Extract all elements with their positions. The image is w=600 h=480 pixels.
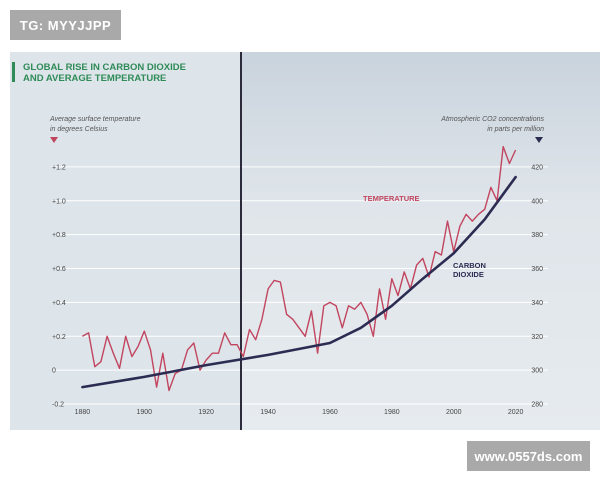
right-tick-label: 360 xyxy=(531,266,543,273)
chart-title: GLOBAL RISE IN CARBON DIOXIDE AND AVERAG… xyxy=(10,60,230,86)
right-tick-label: 340 xyxy=(531,300,543,307)
time-marker-line xyxy=(240,52,242,430)
right-tick-label: 420 xyxy=(531,164,543,171)
left-tick-label: 0 xyxy=(52,368,56,375)
right-axis-marker-icon xyxy=(535,137,543,143)
co2-series-line xyxy=(81,175,517,389)
left-tick-label: -0.2 xyxy=(52,402,64,409)
right-tick-label: 400 xyxy=(531,198,543,205)
x-tick-label: 1900 xyxy=(136,409,152,416)
axis-ticks: +1.2 +1.0 +0.8 +0.6 +0.4 +0.2 0 -0.2 420 400 380 36… xyxy=(52,164,543,416)
x-tick-label: 1880 xyxy=(75,409,91,416)
chart-frame xyxy=(10,52,600,430)
left-axis-marker-icon xyxy=(50,137,58,143)
left-axis-label-line2: in degrees Celsius xyxy=(50,126,108,133)
background-photo xyxy=(242,52,600,430)
left-tick-label: +0.8 xyxy=(52,232,66,239)
co2-annotation-line2: DIOXIDE xyxy=(453,270,484,279)
right-tick-label: 280 xyxy=(531,402,543,409)
x-tick-label: 2000 xyxy=(446,409,462,416)
left-tick-label: +0.4 xyxy=(52,300,66,307)
right-tick-label: 300 xyxy=(531,368,543,375)
right-axis-label-line2: in parts per million xyxy=(487,126,544,133)
right-tick-label: 380 xyxy=(531,232,543,239)
grid-lines xyxy=(52,166,548,405)
title-accent-bar xyxy=(12,62,15,82)
right-axis-label-line1: Atmospheric CO2 concentrations xyxy=(440,116,544,123)
x-tick-label: 1980 xyxy=(384,409,400,416)
left-tick-label: +0.2 xyxy=(52,334,66,341)
watermark-top-left: TG: MYYJJPP xyxy=(10,10,121,40)
chart-title-line2: AND AVERAGE TEMPERATURE xyxy=(23,73,167,84)
left-tick-label: +1.0 xyxy=(52,198,66,205)
chart-title-line1: GLOBAL RISE IN CARBON DIOXIDE xyxy=(23,62,186,73)
left-tick-label: +1.2 xyxy=(52,164,66,171)
x-tick-label: 1960 xyxy=(322,409,338,416)
left-tick-label: +0.6 xyxy=(52,266,66,273)
x-tick-label: 1920 xyxy=(198,409,214,416)
x-tick-label: 1940 xyxy=(260,409,276,416)
temperature-annotation: TEMPERATURE xyxy=(363,194,420,203)
left-axis-label-line1: Average surface temperature xyxy=(49,116,141,123)
watermark-bottom-right: www.0557ds.com xyxy=(467,441,590,471)
right-tick-label: 320 xyxy=(531,334,543,341)
x-tick-label: 2020 xyxy=(508,409,524,416)
co2-annotation-line1: CARBON xyxy=(453,261,486,270)
